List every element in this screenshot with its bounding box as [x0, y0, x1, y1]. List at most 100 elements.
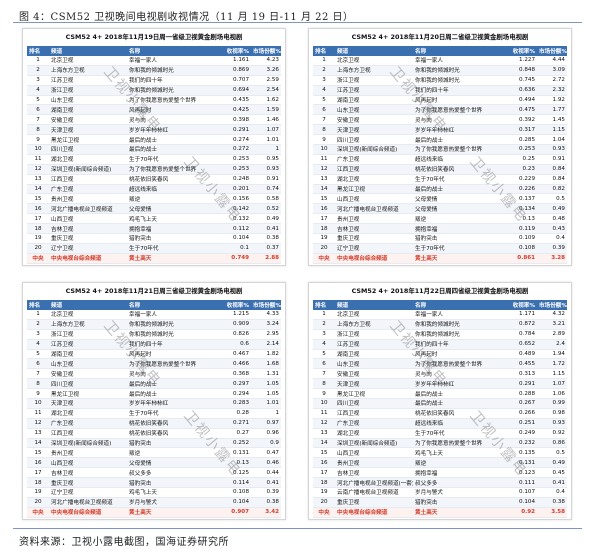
rating-cell: 0.201: [219, 184, 251, 195]
column-header: 市场份额%: [537, 46, 567, 56]
channel-cell: 河北广播电视台卫视频道: [335, 203, 413, 215]
share-cell: 0.84: [537, 174, 567, 185]
program-cell: 超远线来临: [413, 418, 505, 429]
table-row: 15 贵州卫视 叛逆 0.131 0.47: [27, 447, 281, 459]
rating-cell: 1.161: [219, 56, 251, 66]
program-cell: 灵与肉: [127, 368, 219, 380]
program-cell: 最后的战士: [127, 144, 219, 155]
program-cell: 为了你我愿意热爱整个世界: [413, 358, 505, 370]
table-row: 1 北京卫视 幸福一家人 1.161 4.23: [27, 56, 281, 66]
rank-cell: 13: [27, 428, 49, 439]
channel-cell: 江西卫视: [335, 164, 413, 175]
table-row: 17 山西卫视 鸡毛飞上天 0.132 0.49: [27, 213, 281, 225]
rating-cell: 0.1: [219, 243, 251, 254]
share-cell: 2.54: [251, 85, 281, 96]
channel-cell: 江苏卫视: [49, 339, 127, 350]
channel-cell: 北京卫视: [335, 56, 413, 66]
channel-cell: 深圳卫视(新闻综合频道): [335, 438, 413, 449]
share-cell: 2.88: [251, 253, 281, 264]
rank-cell: 8: [313, 378, 335, 390]
table-row: 20 河北广播电视台卫视频道 岁月与警犬 0.104 0.38: [27, 497, 281, 508]
channel-cell: 北京卫视: [49, 56, 127, 66]
share-cell: 1.94: [537, 349, 567, 360]
channel-cell: 山西卫视: [335, 447, 413, 459]
program-cell: 黄土高天: [127, 253, 219, 264]
rating-cell: 0.229: [505, 174, 537, 185]
rank-cell: 8: [313, 124, 335, 136]
rating-cell: 0.27: [219, 428, 251, 439]
channel-cell: 北京卫视: [335, 310, 413, 320]
rank-cell: 3: [313, 329, 335, 340]
channel-cell: 浙江卫视: [49, 85, 127, 96]
ratings-table: 排名 频道 名称 收视率% 市场份额% 1 北京卫视 幸福一家人 1.161 4.23 2 上海东方卫…: [27, 46, 281, 264]
channel-cell: 中央电视台综合频道: [49, 253, 127, 264]
channel-cell: 深圳卫视(新闻综合频道): [49, 438, 127, 449]
program-cell: 鸡毛飞上天: [413, 447, 505, 459]
channel-cell: 广东卫视: [335, 154, 413, 165]
channel-cell: 天津卫视: [49, 398, 127, 409]
table-row: 16 山西卫视 父母爱情 0.13 0.46: [27, 457, 281, 469]
share-cell: 0.91: [537, 154, 567, 165]
rank-cell: 16: [27, 203, 49, 215]
rank-cell: 14: [27, 438, 49, 449]
program-cell: 父母爱情: [413, 193, 505, 205]
rating-cell: 0.142: [219, 203, 251, 215]
rating-cell: 0.494: [505, 95, 537, 106]
program-cell: 幸福一家人: [127, 56, 219, 66]
table-row: 9 黑龙江卫视 最后的战士 0.294 1.05: [27, 388, 281, 400]
column-header: 频道: [335, 300, 413, 310]
rank-cell: 16: [313, 457, 335, 469]
rating-cell: 0.826: [219, 329, 251, 340]
rank-cell: 1: [27, 56, 49, 66]
program-cell: 灵与肉: [127, 114, 219, 126]
column-header: 排名: [313, 300, 335, 310]
channel-cell: 上海东方卫视: [335, 65, 413, 76]
share-cell: 1.05: [251, 378, 281, 390]
rank-cell: 18: [27, 223, 49, 235]
table-row: 17 贵州卫视 叛逆 0.13 0.48: [313, 213, 567, 225]
channel-cell: 安徽卫视: [49, 114, 127, 126]
channel-cell: 天津卫视: [335, 124, 413, 136]
rank-cell: 16: [27, 457, 49, 469]
rating-cell: 0.425: [219, 104, 251, 116]
column-header: 排名: [313, 46, 335, 56]
channel-cell: 广东卫视: [335, 418, 413, 429]
cctv-row: 中央 中央电视台综合频道 黄土高天 0.749 2.88: [27, 253, 281, 264]
share-cell: 3.21: [537, 319, 567, 330]
program-cell: 桃花依旧笑春风: [413, 408, 505, 419]
share-cell: 1.62: [251, 95, 281, 106]
share-cell: 0.38: [251, 233, 281, 244]
program-cell: 黄土高天: [413, 507, 505, 518]
channel-cell: 浙江卫视: [335, 329, 413, 340]
share-cell: 2.89: [537, 329, 567, 340]
rating-cell: 0.104: [219, 497, 251, 508]
channel-cell: 贵州卫视: [335, 457, 413, 469]
column-header: 频道: [49, 46, 127, 56]
cctv-row: 中央 中央电视台综合频道 黄土高天 0.861 3.28: [313, 253, 567, 264]
source-note: 资料来源：卫视小露电截图，国海证券研究所: [19, 537, 229, 548]
rating-cell: 0.232: [505, 438, 537, 449]
rank-cell: 9: [313, 388, 335, 400]
rating-cell: 0.108: [505, 243, 537, 254]
channel-cell: 深圳卫视(新闻综合频道): [49, 164, 127, 175]
share-cell: 0.47: [251, 447, 281, 459]
program-cell: 生于70年代: [127, 408, 219, 419]
rank-cell: 中央: [313, 253, 335, 264]
table-row: 18 河北广播电视台卫视频道(一套) 叔父多多 0.111 0.41: [313, 477, 567, 489]
share-cell: 0.5: [537, 447, 567, 459]
table-row: 10 四川卫视 最后的战士 0.267 0.99: [313, 398, 567, 409]
program-cell: 叛逆: [127, 193, 219, 205]
share-cell: 0.93: [251, 164, 281, 175]
channel-cell: 吉林卫视: [49, 467, 127, 479]
table-row: 2 上海东方卫视 你和我的倾城时光 0.872 3.21: [313, 319, 567, 330]
share-cell: 1.15: [537, 124, 567, 136]
program-cell: 父母爱情: [413, 203, 505, 215]
rank-cell: 2: [313, 65, 335, 76]
table-row: 14 黑龙江卫视 最后的战士 0.226 0.82: [313, 184, 567, 195]
table-header-row: 排名 频道 名称 收视率% 市场份额%: [313, 46, 567, 56]
channel-cell: 四川卫视: [49, 378, 127, 390]
share-cell: 3.42: [251, 507, 281, 518]
channel-cell: 天津卫视: [49, 124, 127, 136]
rating-cell: 0.392: [505, 114, 537, 126]
share-cell: 0.58: [251, 193, 281, 205]
